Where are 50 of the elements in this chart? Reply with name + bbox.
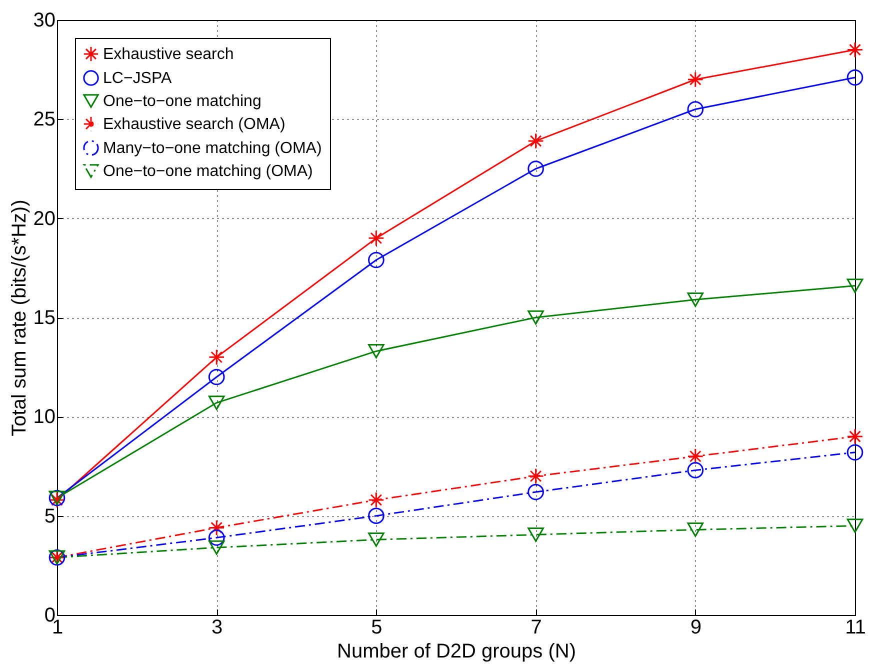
legend-label: Exhaustive search [103, 46, 234, 63]
point [687, 292, 704, 307]
x-tick-label: 5 [371, 616, 382, 638]
point [687, 522, 704, 537]
legend-label: Exhaustive search (OMA) [103, 116, 286, 133]
point [528, 528, 544, 542]
x-tick-label: 9 [690, 616, 702, 638]
point [208, 368, 225, 386]
point [846, 69, 864, 86]
point [687, 462, 704, 478]
point [846, 428, 864, 445]
y-tick-label: 30 [33, 10, 56, 32]
point [368, 492, 384, 508]
point [368, 508, 384, 524]
y-axis-title: Total sum rate (bits/(s*Hz)) [8, 200, 30, 436]
point [528, 310, 544, 325]
legend-label: One−to−one matching (OMA) [103, 163, 313, 180]
point [208, 540, 225, 555]
point [528, 132, 544, 150]
legend-label: Many−to−one matching (OMA) [103, 140, 322, 157]
point [687, 448, 704, 464]
point [846, 42, 864, 58]
point [528, 484, 544, 500]
point [846, 278, 864, 293]
point [846, 518, 864, 533]
y-tick-label: 5 [44, 505, 56, 528]
legend-label: LC−JSPA [103, 70, 172, 87]
x-axis-title: Number of D2D groups (N) [337, 640, 576, 662]
point [208, 396, 225, 410]
y-tick-label: 20 [33, 208, 56, 230]
point [368, 230, 384, 246]
x-tick-label: 3 [212, 616, 223, 638]
y-tick-label: 10 [33, 406, 56, 428]
point [528, 160, 544, 177]
point [208, 349, 225, 366]
point [368, 252, 384, 268]
legend-label: One−to−one matching [103, 93, 262, 110]
x-tick-label: 11 [845, 616, 866, 638]
point [687, 71, 704, 88]
x-tick-label: 7 [530, 616, 542, 638]
point [208, 520, 225, 536]
point [368, 344, 384, 358]
point [528, 468, 544, 484]
y-tick-label: 25 [33, 108, 56, 131]
y-tick-label: 0 [44, 604, 56, 626]
point [687, 101, 704, 118]
point [368, 532, 384, 547]
point [208, 530, 225, 546]
y-tick-label: 15 [33, 307, 56, 329]
point [846, 444, 864, 461]
